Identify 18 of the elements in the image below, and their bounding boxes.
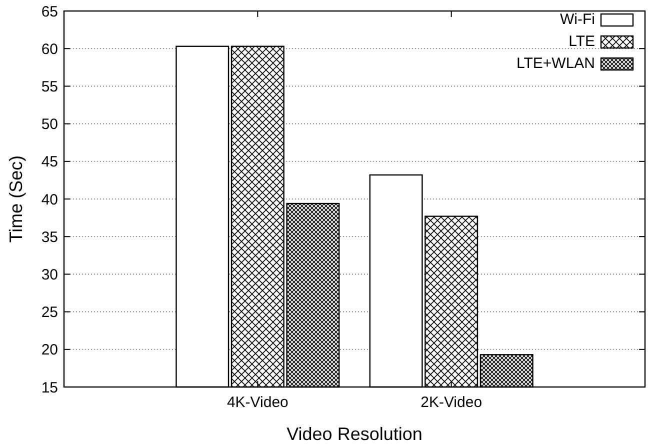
y-tick-label: 60: [41, 40, 58, 58]
y-tick-label: 25: [41, 304, 58, 322]
y-tick-label: 35: [41, 228, 58, 246]
y-axis-title: Time (Sec): [6, 155, 26, 243]
y-tick-label: 30: [41, 266, 58, 284]
y-tick-label: 20: [41, 342, 58, 359]
y-tick-label: 40: [41, 191, 58, 208]
y-tick-label: 15: [41, 379, 58, 396]
legend-label: LTE+WLAN: [516, 55, 595, 72]
y-tick-label: 45: [41, 154, 58, 171]
legend-label: Wi-Fi: [560, 11, 595, 28]
y-tick-label: 65: [41, 3, 58, 20]
x-tick-label: 4K-Video: [226, 394, 288, 411]
x-axis-title: Video Resolution: [286, 424, 422, 444]
y-tick-label: 55: [41, 78, 58, 96]
legend-label: LTE: [568, 33, 595, 50]
y-tick-label: 50: [41, 116, 58, 134]
x-tick-label: 2K-Video: [420, 394, 482, 411]
